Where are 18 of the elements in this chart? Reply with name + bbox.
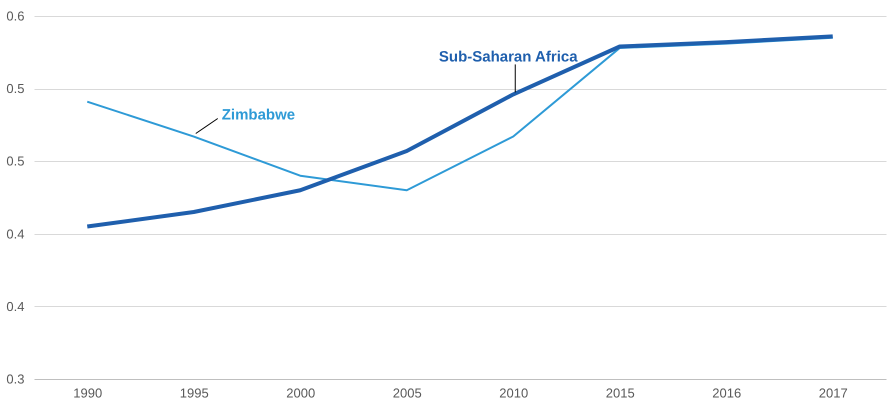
x-tick-label: 2016	[712, 386, 742, 400]
y-tick-label: 0.5	[6, 154, 24, 169]
y-tick-label: 0.4	[6, 298, 24, 314]
x-tick-label: 1995	[180, 386, 209, 400]
x-tick-label: 2005	[392, 386, 422, 400]
line-series	[86, 36, 834, 192]
x-tick-label: 2017	[818, 386, 848, 400]
x-tick-label: 2000	[286, 386, 316, 400]
series-label: Zimbabwe	[222, 106, 296, 124]
y-tick-label: 0.6	[6, 8, 24, 24]
y-tick-label: 0.4	[6, 226, 24, 242]
series-label: Sub-Saharan Africa	[438, 48, 578, 66]
x-tick-label: 1990	[73, 386, 102, 400]
line-series	[85, 34, 835, 229]
y-tick-label: 0.3	[6, 372, 24, 386]
x-tick-label: 2015	[606, 386, 635, 400]
y-tick-label: 0.5	[6, 81, 24, 96]
x-tick-label: 2010	[499, 386, 528, 400]
